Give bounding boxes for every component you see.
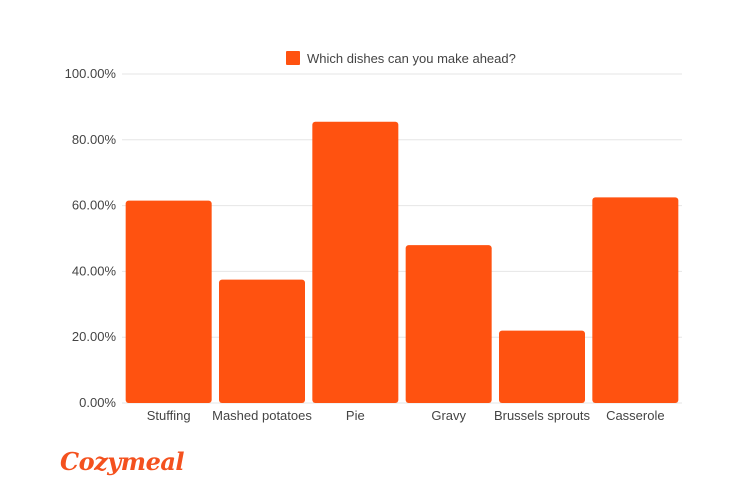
y-tick-label: 100.00% <box>65 66 117 81</box>
x-tick-label: Mashed potatoes <box>212 408 312 423</box>
bar-gravy <box>405 245 492 403</box>
y-tick-label: 0.00% <box>79 395 116 410</box>
bar-brussels-sprouts <box>499 330 585 403</box>
x-tick-label: Gravy <box>431 408 466 423</box>
bar-mashed-potatoes <box>219 279 305 403</box>
bar-pie <box>312 121 399 403</box>
x-tick-label: Casserole <box>606 408 665 423</box>
cozymeal-logo: Cozymeal <box>60 447 185 476</box>
legend-label: Which dishes can you make ahead? <box>307 51 516 66</box>
x-tick-label: Brussels sprouts <box>494 408 591 423</box>
legend-swatch <box>286 51 300 65</box>
x-tick-label: Stuffing <box>147 408 191 423</box>
y-tick-label: 40.00% <box>72 263 117 278</box>
bar-stuffing <box>125 200 212 403</box>
gridlines <box>122 73 682 404</box>
y-tick-label: 80.00% <box>72 132 117 147</box>
y-tick-label: 60.00% <box>72 198 117 213</box>
legend: Which dishes can you make ahead? <box>286 51 516 66</box>
y-tick-label: 20.00% <box>72 329 117 344</box>
bar-casserole <box>592 197 679 403</box>
bar-series <box>125 121 679 403</box>
x-tick-label: Pie <box>346 408 365 423</box>
x-axis-tick-labels: Stuffing Mashed potatoes Pie Gravy Brussels … <box>147 408 665 423</box>
y-axis-tick-labels: 0.00% 20.00% 40.00% 60.00% 80.00% 100.00% <box>65 66 117 410</box>
